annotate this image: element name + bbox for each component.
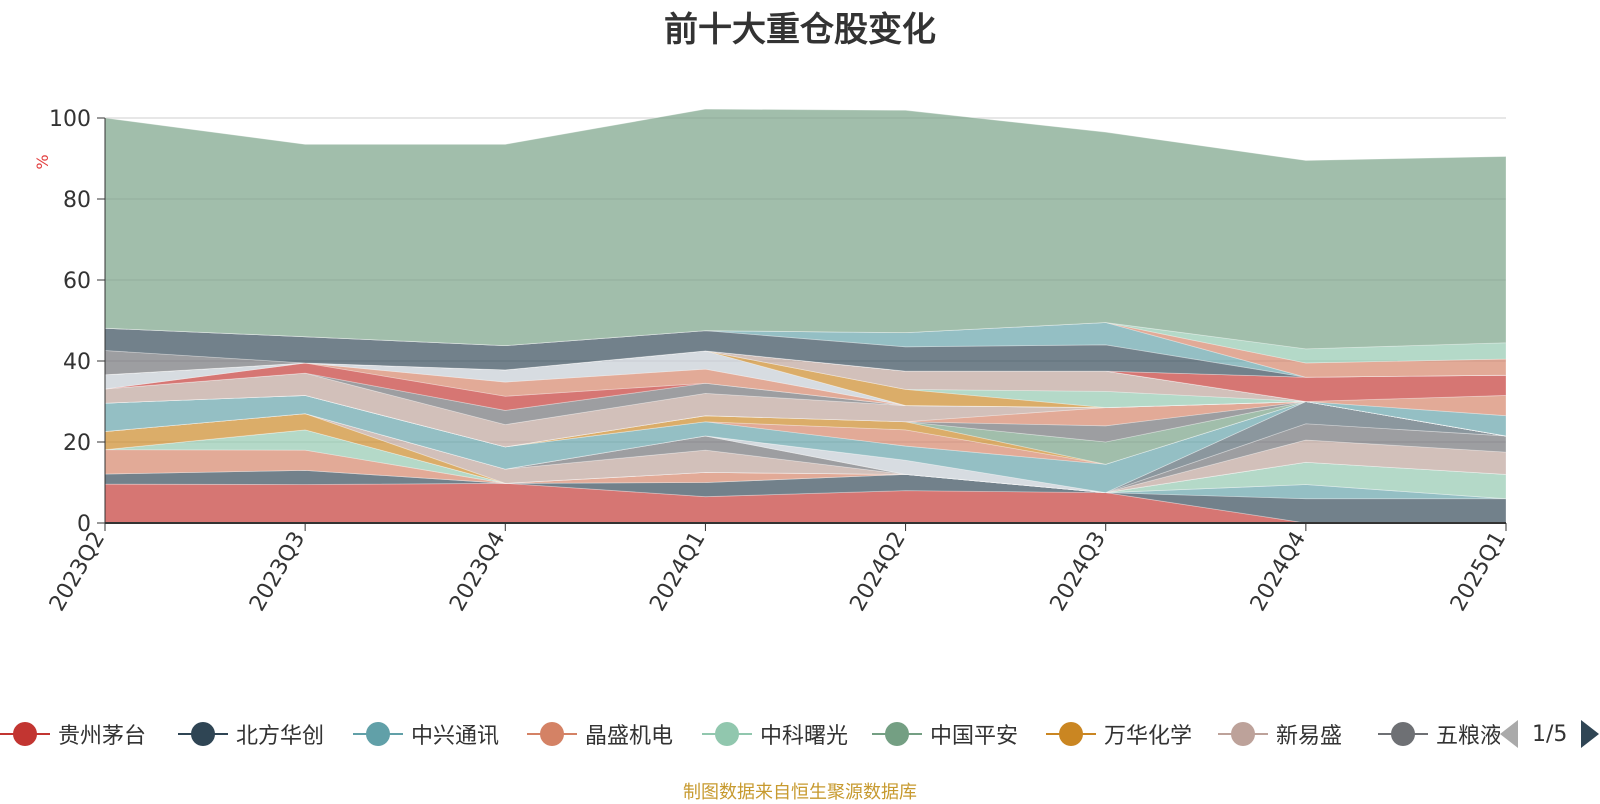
legend-label: 贵州茅台 (58, 724, 147, 749)
y-tick-label: 40 (63, 350, 91, 375)
legend-item[interactable]: 中国平安 (872, 716, 1018, 752)
y-tick-label: 80 (63, 188, 91, 213)
area-series-s30 (104, 327, 1507, 378)
legend-label: 晶盛机电 (585, 724, 674, 749)
x-tick-label: 2025Q1 (1446, 528, 1511, 616)
area-series-s28 (104, 350, 1507, 402)
area-series-中科曙光 (104, 429, 1507, 500)
area-series-五粮液 (104, 413, 1507, 494)
chart-title: 前十大重仓股变化 (664, 10, 936, 50)
y-tick-label: 100 (49, 107, 91, 132)
x-tick-label: 2024Q4 (1246, 528, 1311, 616)
legend-item[interactable]: 新易盛 (1218, 716, 1342, 752)
area-series-s27 (104, 350, 1507, 417)
legend-marker-icon (353, 716, 403, 752)
y-tick-label: 0 (77, 512, 91, 537)
legend: 贵州茅台 北方华创 中兴通讯 晶盛机电 中科曙光 中国平安 万华化学 新易盛 五粮液 (0, 716, 1500, 752)
area-series-s32 (104, 322, 1507, 378)
legend-marker-icon (872, 716, 922, 752)
y-tick-label: 20 (63, 431, 91, 456)
legend-label: 北方华创 (236, 724, 325, 749)
legend-item[interactable]: 北方华创 (178, 716, 324, 752)
legend-label: 中国平安 (930, 724, 1019, 749)
y-axis-label: % (33, 154, 52, 169)
area-series-s34 (104, 108, 1507, 350)
x-tick-label: 2024Q2 (845, 528, 910, 616)
y-tick-label: 60 (63, 269, 91, 294)
legend-label: 五粮液 (1436, 724, 1500, 749)
legend-marker-icon (1218, 716, 1268, 752)
legend-marker-icon (527, 716, 577, 752)
source-footer: 制图数据来自恒生聚源数据库 (683, 782, 917, 803)
legend-marker-icon (702, 716, 752, 752)
legend-page-indicator: 1/5 (1532, 721, 1568, 747)
x-tick-label: 2023Q3 (245, 528, 310, 616)
x-tick-label: 2024Q1 (645, 528, 710, 616)
legend-marker-icon (178, 716, 228, 752)
legend-prev-icon[interactable] (1500, 720, 1518, 748)
legend-item[interactable]: 中科曙光 (702, 716, 848, 752)
legend-label: 万华化学 (1104, 724, 1193, 749)
legend-marker-icon (1046, 716, 1096, 752)
legend-next-icon[interactable] (1581, 720, 1600, 748)
legend-item[interactable]: 万华化学 (1046, 716, 1192, 752)
x-tick-label: 2023Q2 (45, 528, 110, 616)
legend-label: 中兴通讯 (411, 724, 500, 749)
legend-pager: 1/5 (1500, 716, 1600, 752)
legend-marker-icon (0, 716, 50, 752)
legend-marker-icon (1378, 716, 1428, 752)
legend-item[interactable]: 五粮液 (1378, 716, 1500, 752)
area-series-新易盛 (104, 413, 1507, 494)
area-series-s33 (104, 322, 1507, 364)
legend-item[interactable]: 中兴通讯 (353, 716, 499, 752)
legend-item[interactable]: 晶盛机电 (527, 716, 673, 752)
x-tick-label: 2024Q3 (1046, 528, 1111, 616)
area-series-s26 (104, 350, 1507, 437)
x-tick-label: 2023Q4 (445, 528, 510, 616)
legend-item[interactable]: 贵州茅台 (0, 716, 146, 752)
legend-label: 新易盛 (1276, 724, 1343, 749)
legend-label: 中科曙光 (760, 724, 849, 749)
